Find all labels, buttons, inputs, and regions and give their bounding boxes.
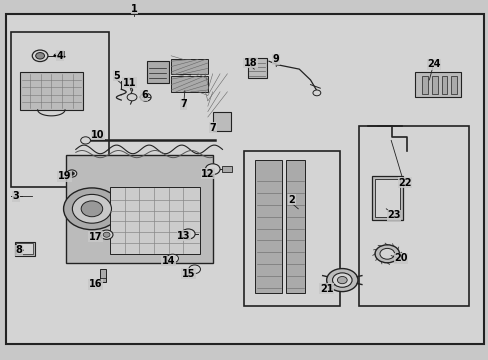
Bar [20, 72, 83, 110]
Circle shape [81, 137, 90, 144]
Bar [255, 160, 282, 293]
Bar [285, 160, 305, 293]
Circle shape [63, 188, 120, 230]
Text: 6: 6 [141, 90, 147, 100]
Text: 8: 8 [15, 245, 22, 255]
Circle shape [326, 269, 357, 292]
Text: 15: 15 [181, 269, 195, 279]
Circle shape [337, 276, 346, 284]
Circle shape [67, 170, 77, 177]
Circle shape [103, 232, 110, 237]
Text: 22: 22 [397, 178, 411, 188]
Bar [247, 58, 266, 78]
Text: 1: 1 [131, 4, 138, 14]
Text: 18: 18 [243, 58, 257, 68]
Bar [16, 243, 33, 254]
Text: 11: 11 [122, 78, 136, 88]
Circle shape [36, 53, 44, 59]
Circle shape [69, 172, 74, 175]
Bar [212, 112, 231, 131]
Bar [421, 76, 427, 94]
Circle shape [332, 273, 351, 287]
Circle shape [166, 254, 178, 263]
Bar [374, 179, 399, 217]
Bar [450, 76, 456, 94]
Text: 19: 19 [58, 171, 71, 181]
Text: 17: 17 [88, 232, 102, 242]
Bar [244, 151, 339, 306]
Bar [66, 155, 212, 263]
Text: 7: 7 [209, 123, 216, 133]
Circle shape [140, 93, 151, 101]
Text: ←4: ←4 [53, 51, 66, 60]
Text: 14: 14 [162, 256, 175, 266]
Text: 4: 4 [56, 51, 63, 61]
Text: 24: 24 [427, 59, 440, 69]
Bar [171, 76, 207, 92]
Text: 5: 5 [113, 71, 120, 81]
Text: 12: 12 [201, 168, 214, 179]
Bar [100, 269, 105, 282]
Circle shape [81, 201, 102, 217]
Text: 2: 2 [288, 195, 295, 205]
Bar [171, 59, 207, 74]
Circle shape [32, 50, 48, 62]
Bar [15, 242, 35, 256]
Bar [414, 72, 460, 97]
Text: 20: 20 [393, 253, 407, 264]
Bar [110, 187, 200, 254]
Text: 21: 21 [319, 284, 333, 294]
Circle shape [188, 265, 200, 274]
Circle shape [127, 94, 137, 101]
Circle shape [312, 90, 320, 96]
Bar [11, 32, 108, 187]
Text: 10: 10 [91, 130, 104, 140]
Text: 9: 9 [272, 54, 279, 64]
Bar [222, 166, 232, 172]
Circle shape [100, 230, 113, 239]
Bar [431, 76, 437, 94]
Text: 16: 16 [88, 279, 102, 289]
Text: 7: 7 [180, 99, 186, 109]
Circle shape [72, 194, 111, 223]
Circle shape [181, 229, 195, 239]
Bar [146, 61, 168, 83]
Bar [371, 176, 403, 220]
Bar [359, 126, 468, 306]
Circle shape [374, 245, 399, 263]
Text: 13: 13 [177, 231, 190, 241]
Text: 3: 3 [12, 191, 19, 201]
Text: 23: 23 [386, 210, 400, 220]
Circle shape [205, 164, 220, 175]
Circle shape [379, 248, 394, 259]
Bar [441, 76, 447, 94]
